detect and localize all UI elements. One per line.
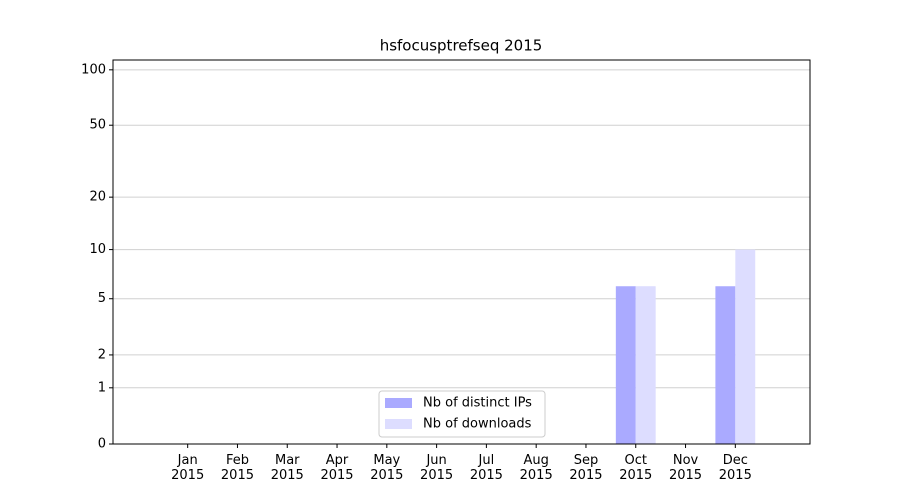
y-tick-label: 10 — [89, 242, 106, 257]
x-tick-label: Dec 2015 — [718, 453, 752, 483]
legend-label: Nb of downloads — [423, 417, 532, 432]
x-tick-label: May 2015 — [370, 453, 404, 483]
y-tick-label: 50 — [89, 118, 106, 133]
x-tick-label: Feb 2015 — [220, 453, 254, 483]
x-tick-label: Jun 2015 — [420, 453, 454, 483]
x-tick-label: Oct 2015 — [619, 453, 653, 483]
y-tick-label: 5 — [98, 291, 106, 306]
legend-swatch — [385, 419, 412, 429]
y-tick-label: 100 — [81, 62, 106, 77]
legend-swatch — [385, 398, 412, 408]
legend-label: Nb of distinct IPs — [423, 396, 532, 411]
x-tick-label: Mar 2015 — [270, 453, 304, 483]
y-tick-label: 1 — [98, 380, 106, 395]
bar — [735, 249, 756, 444]
plot-frame — [112, 59, 811, 445]
x-tick-label: Aug 2015 — [519, 453, 553, 483]
x-tick-label: Nov 2015 — [668, 453, 703, 483]
x-tick-label: Sep 2015 — [569, 453, 603, 483]
bar — [715, 286, 736, 444]
x-tick-label: Jan 2015 — [171, 453, 205, 483]
bar — [635, 286, 656, 444]
x-tick-label: Jul 2015 — [469, 453, 503, 483]
chart-title: hsfocusptrefseq 2015 — [380, 37, 543, 55]
x-tick-label: Apr 2015 — [320, 453, 354, 483]
y-tick-label: 0 — [98, 437, 106, 452]
y-tick-label: 2 — [98, 347, 106, 362]
legend-box — [378, 390, 546, 438]
y-tick-label: 20 — [89, 190, 106, 205]
bar — [615, 286, 636, 444]
